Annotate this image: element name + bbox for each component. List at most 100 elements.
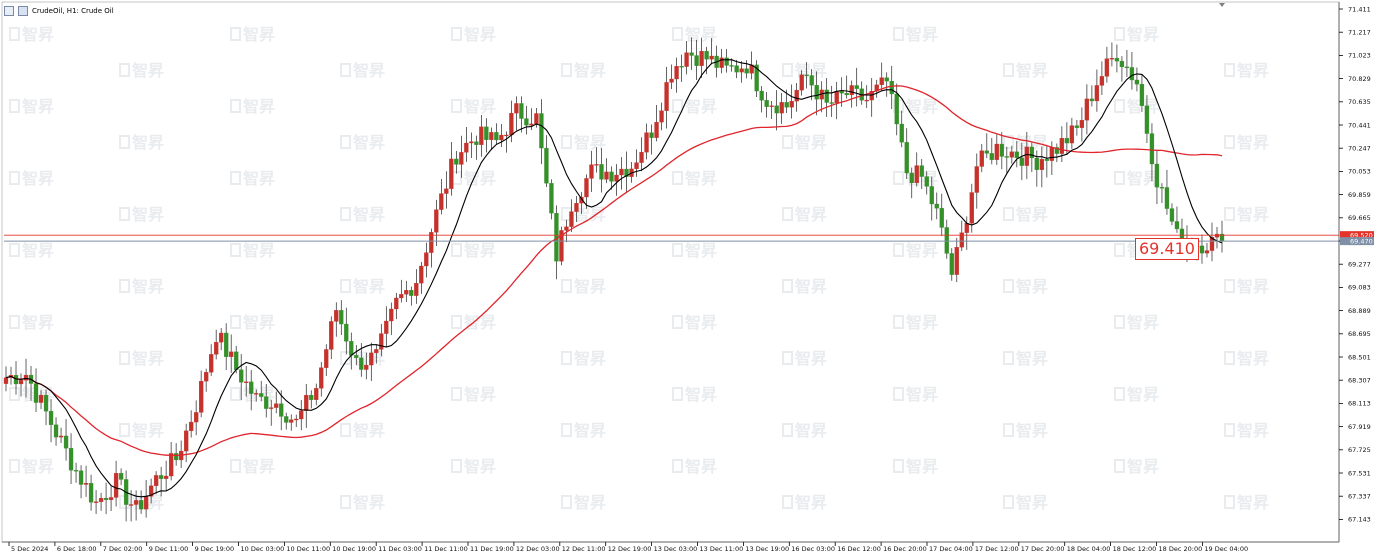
price-tick-label: 67.725 xyxy=(1348,446,1371,454)
candle xyxy=(419,262,424,294)
svg-text:智昇: 智昇 xyxy=(685,313,717,332)
watermark-logo: 智昇 xyxy=(9,457,54,476)
svg-text:智昇: 智昇 xyxy=(1237,133,1269,152)
watermark-logo: 智昇 xyxy=(893,313,938,332)
watermark-logo: 智昇 xyxy=(340,61,385,80)
watermark-logo: 智昇 xyxy=(1114,457,1159,476)
candle xyxy=(93,490,99,515)
candle xyxy=(614,164,619,196)
price-tick-label: 68.889 xyxy=(1348,307,1371,315)
candle xyxy=(364,352,369,380)
candle xyxy=(244,366,249,397)
candle xyxy=(474,135,479,160)
price-tick-label: 68.307 xyxy=(1348,377,1371,385)
moving-average-layer xyxy=(5,59,1223,498)
candle xyxy=(904,128,909,179)
candle xyxy=(1079,107,1085,142)
watermark-logo: 智昇 xyxy=(893,457,938,476)
watermark-logo: 智昇 xyxy=(1003,277,1048,296)
watermark-logo: 智昇 xyxy=(1224,205,1269,224)
time-tick-label: 17 Dec 04:00 xyxy=(929,545,973,553)
candle xyxy=(209,344,214,376)
watermark-logo: 智昇 xyxy=(230,169,275,188)
price-tick-label: 70.247 xyxy=(1348,145,1371,153)
candle xyxy=(769,101,774,119)
candle xyxy=(859,81,864,105)
candle xyxy=(194,400,199,436)
svg-text:智昇: 智昇 xyxy=(353,493,385,512)
svg-text:智昇: 智昇 xyxy=(22,241,54,260)
candle xyxy=(929,176,934,221)
candle xyxy=(609,166,614,190)
candle xyxy=(43,389,49,426)
candle xyxy=(569,199,574,233)
time-tick-label: 16 Dec 12:00 xyxy=(837,545,881,553)
watermark-logo: 智昇 xyxy=(9,313,54,332)
candle xyxy=(8,366,14,385)
fast-moving-average-line xyxy=(5,59,1223,498)
candle xyxy=(319,361,324,397)
candle xyxy=(118,468,124,486)
time-tick-label: 10 Dec 19:00 xyxy=(332,545,376,553)
time-tick-label: 19 Dec 04:00 xyxy=(1204,545,1248,553)
svg-text:智昇: 智昇 xyxy=(795,349,827,368)
chart-grid-icon[interactable] xyxy=(4,6,14,16)
slow-moving-average-line xyxy=(5,85,1223,456)
candle xyxy=(33,368,39,413)
chart-settings-icon[interactable] xyxy=(18,6,28,16)
chart-shift-marker-icon[interactable] xyxy=(1219,3,1225,7)
svg-text:智昇: 智昇 xyxy=(243,313,275,332)
svg-text:智昇: 智昇 xyxy=(1127,457,1159,476)
candle xyxy=(449,142,454,196)
svg-text:智昇: 智昇 xyxy=(906,241,938,260)
watermark-logo: 智昇 xyxy=(119,61,164,80)
candle xyxy=(304,383,309,428)
candle xyxy=(484,118,489,153)
candle xyxy=(469,132,474,158)
watermark-logo: 智昇 xyxy=(561,277,606,296)
candle xyxy=(254,389,259,402)
candle xyxy=(479,115,484,157)
candle xyxy=(999,132,1004,170)
svg-text:智昇: 智昇 xyxy=(1127,313,1159,332)
time-tick-label: 18 Dec 20:00 xyxy=(1159,545,1203,553)
candle xyxy=(63,419,69,461)
watermark-logo: 智昇 xyxy=(782,349,827,368)
candle xyxy=(113,460,119,507)
watermark-logo: 智昇 xyxy=(893,97,938,116)
candle xyxy=(314,383,319,406)
time-tick-label: 5 Dec 2024 xyxy=(11,545,48,553)
watermark-logo: 智昇 xyxy=(672,313,717,332)
watermark-logo: 智昇 xyxy=(672,457,717,476)
svg-text:智昇: 智昇 xyxy=(1237,421,1269,440)
svg-text:智昇: 智昇 xyxy=(464,457,496,476)
candle xyxy=(138,490,144,514)
watermark-logo: 智昇 xyxy=(1003,205,1048,224)
candle xyxy=(1214,226,1220,249)
watermark-logo: 智昇 xyxy=(119,133,164,152)
candle xyxy=(219,328,224,351)
candle xyxy=(98,492,104,511)
watermark-logo: 智昇 xyxy=(782,421,827,440)
candle xyxy=(1209,222,1215,262)
candle xyxy=(1064,122,1070,155)
candle xyxy=(764,92,769,118)
candle xyxy=(689,37,694,70)
candle xyxy=(824,78,829,117)
candle xyxy=(153,471,159,495)
candle xyxy=(454,151,459,174)
candle xyxy=(944,219,949,259)
candle xyxy=(954,237,959,283)
candle xyxy=(889,65,894,110)
time-tick-label: 12 Dec 11:00 xyxy=(562,545,606,553)
time-tick-label: 13 Dec 03:00 xyxy=(654,545,698,553)
candle xyxy=(544,135,549,187)
candle xyxy=(654,104,659,142)
candle-layer xyxy=(3,37,1225,522)
candle xyxy=(429,228,434,268)
candle xyxy=(849,80,854,108)
candle xyxy=(584,174,589,209)
watermark-logo: 智昇 xyxy=(893,25,938,44)
